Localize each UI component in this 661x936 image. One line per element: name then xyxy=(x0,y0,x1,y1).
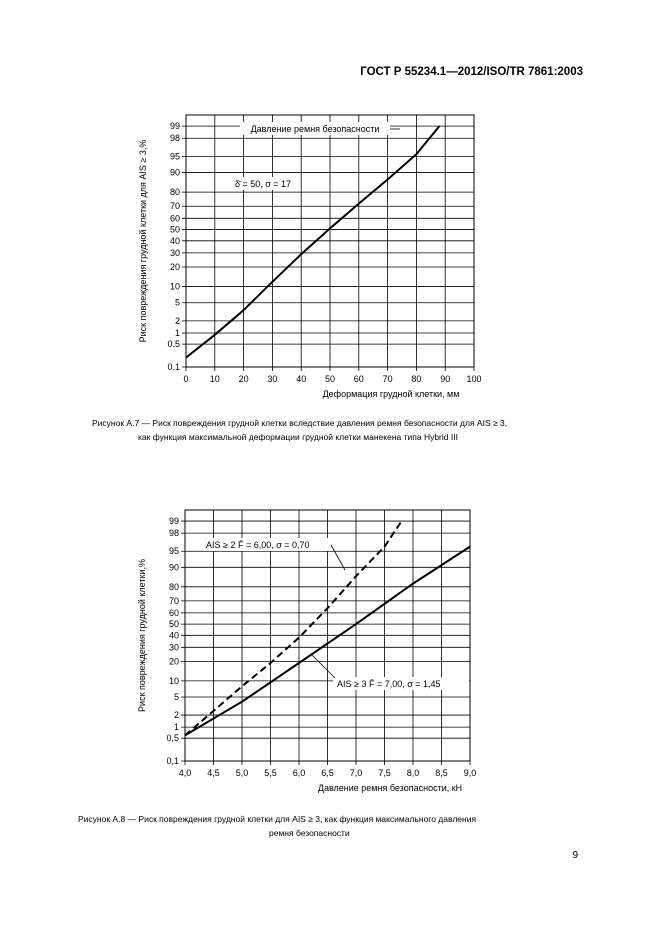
x-tick-label: 5,0 xyxy=(236,768,249,778)
y-tick-label: 1 xyxy=(175,328,180,338)
x-tick-label: 10 xyxy=(210,374,220,384)
annotation-bg xyxy=(333,677,469,690)
y-tick-label: 50 xyxy=(170,225,180,235)
y-tick-label: 30 xyxy=(169,642,179,652)
x-tick-label: 50 xyxy=(325,374,335,384)
x-tick-label: 30 xyxy=(267,374,277,384)
y-tick-label: 40 xyxy=(170,236,180,246)
x-tick-label: 8,0 xyxy=(407,768,420,778)
x-tick-label: 70 xyxy=(383,374,393,384)
x-tick-label: 8,5 xyxy=(435,768,448,778)
y-tick-label: 70 xyxy=(169,596,179,606)
series-line xyxy=(185,125,441,359)
y-tick-label: 99 xyxy=(169,516,179,526)
caption-a8-line2: ремня безопасности xyxy=(269,828,350,838)
x-tick-label: 6,5 xyxy=(321,768,334,778)
annotation-params: δ̄ = 50, σ = 17 xyxy=(235,179,291,189)
y-tick-label: 0,1 xyxy=(166,756,179,766)
annotation-ais3: AIS ≥ 3 F̄ = 7,00, σ = 1,45 xyxy=(337,679,441,689)
x-tick-label: 5,5 xyxy=(264,768,277,778)
caption-a7-line1: Рисунок А.7 — Риск повреждения грудной к… xyxy=(92,418,508,428)
y-tick-label: 1 xyxy=(174,722,179,732)
y-axis-label: Риск повреждения грудной клетки для AIS … xyxy=(138,140,148,343)
series-line xyxy=(184,520,403,737)
x-tick-label: 6,0 xyxy=(293,768,306,778)
caption-a7: Рисунок А.7 — Риск повреждения грудной к… xyxy=(92,416,632,444)
y-tick-label: 50 xyxy=(169,619,179,629)
caption-a8-line1: Рисунок А.8 — Риск повреждения грудной к… xyxy=(78,814,477,824)
y-tick-label: 90 xyxy=(170,168,180,178)
y-tick-label: 95 xyxy=(170,151,180,161)
annotation-leader xyxy=(310,653,336,679)
y-tick-label: 70 xyxy=(170,201,180,211)
x-tick-label: 20 xyxy=(239,374,249,384)
y-tick-label: 0.5 xyxy=(167,339,180,349)
page-number: 9 xyxy=(572,850,578,861)
y-tick-label: 80 xyxy=(170,187,180,197)
y-tick-label: 60 xyxy=(169,608,179,618)
annotation-title: Давление ремня безопасности xyxy=(251,124,380,134)
document-header: ГОСТ Р 55234.1—2012/ISO/TR 7861:2003 xyxy=(360,66,583,78)
chart-a8: 4,0 4,5 5,0 5,5 6,0 6,5 7,0 7,5 8,0 8,5 9,00,10,51… xyxy=(137,509,477,793)
x-tick-label: 60 xyxy=(354,374,364,384)
x-tick-label: 7,0 xyxy=(350,768,363,778)
x-tick-label: 7,5 xyxy=(378,768,391,778)
x-tick-label: 100 xyxy=(466,374,481,384)
y-axis-label: Риск повреждения грудной клетки,% xyxy=(137,559,147,712)
y-tick-label: 2 xyxy=(174,710,179,720)
annotation-leader xyxy=(330,544,346,571)
x-axis-label: Давление ремня безопасности, кН xyxy=(318,783,462,793)
caption-a8: Рисунок А.8 — Риск повреждения грудной к… xyxy=(78,812,618,840)
y-tick-label: 30 xyxy=(170,248,180,258)
y-tick-label: 0,5 xyxy=(166,733,179,743)
y-tick-label: 5 xyxy=(175,298,180,308)
x-tick-label: 80 xyxy=(411,374,421,384)
y-tick-label: 10 xyxy=(170,282,180,292)
annotation-ais2: AIS ≥ 2 F̄ = 6,00, σ = 0,70 xyxy=(206,540,310,550)
y-tick-label: 40 xyxy=(169,630,179,640)
annotation-bg xyxy=(203,538,331,551)
y-tick-label: 98 xyxy=(170,133,180,143)
y-tick-label: 0.1 xyxy=(167,362,180,372)
y-tick-label: 60 xyxy=(170,213,180,223)
x-tick-label: 4,5 xyxy=(207,768,220,778)
y-tick-label: 10 xyxy=(169,676,179,686)
x-axis-label: Деформация грудной клетки, мм xyxy=(323,389,460,399)
x-tick-label: 90 xyxy=(440,374,450,384)
x-tick-label: 4,0 xyxy=(179,768,192,778)
y-tick-label: 20 xyxy=(170,262,180,272)
y-tick-label: 20 xyxy=(169,656,179,666)
y-tick-label: 95 xyxy=(169,546,179,556)
y-tick-label: 98 xyxy=(169,528,179,538)
y-tick-label: 90 xyxy=(169,562,179,572)
y-tick-label: 80 xyxy=(169,582,179,592)
chart-a7: 0 10 20 30 40 50 60 70 80 90 1000.10.5125102030405… xyxy=(138,114,482,399)
x-tick-label: 40 xyxy=(296,374,306,384)
annotation-bg xyxy=(228,177,298,190)
series-line xyxy=(184,545,471,737)
x-tick-label: 9,0 xyxy=(464,768,477,778)
y-tick-label: 5 xyxy=(174,692,179,702)
x-tick-label: 0 xyxy=(183,374,188,384)
y-tick-label: 2 xyxy=(175,316,180,326)
caption-a7-line2: как функция максимальной деформации груд… xyxy=(138,432,458,442)
y-tick-label: 99 xyxy=(170,121,180,131)
annotation-bg xyxy=(240,122,390,135)
